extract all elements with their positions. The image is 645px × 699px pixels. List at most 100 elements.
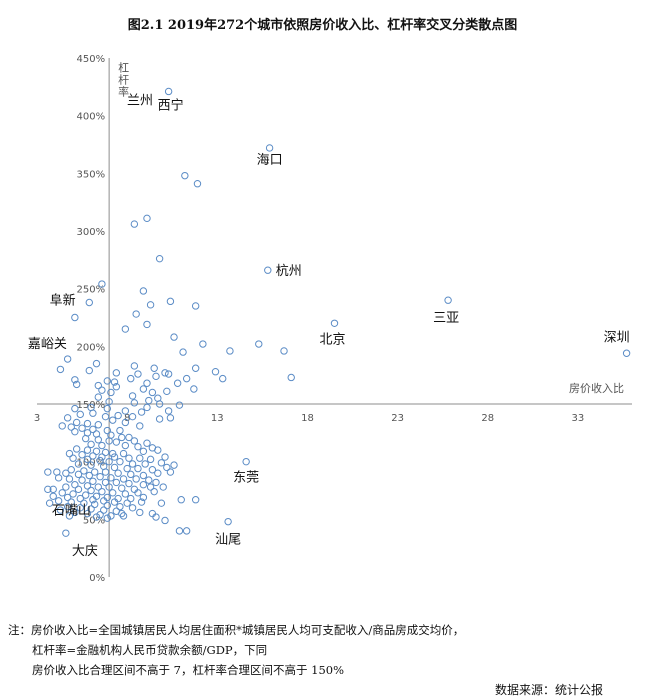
data-point [119, 449, 128, 458]
data-point [105, 397, 113, 406]
data-point [191, 364, 200, 372]
data-point [193, 180, 202, 188]
data-point [121, 490, 130, 498]
data-point [128, 504, 137, 512]
data-point [98, 453, 106, 461]
data-point [72, 418, 81, 427]
data-point [49, 485, 57, 494]
data-point [107, 474, 115, 482]
data-point [76, 410, 84, 419]
data-point [125, 479, 133, 488]
data-point [118, 484, 126, 492]
data-point [134, 442, 142, 451]
data-point [116, 502, 124, 511]
data-point [71, 427, 79, 436]
data-point [65, 449, 74, 458]
y-tick-label: 350% [77, 169, 106, 180]
data-point [134, 489, 142, 497]
data-point [211, 368, 220, 376]
data-point [71, 376, 79, 384]
data-point [148, 509, 157, 518]
data-point [170, 461, 178, 469]
data-source: 数据来源：统计公报 [494, 683, 603, 697]
data-point [166, 468, 175, 476]
x-tick-label: 33 [572, 413, 585, 424]
data-point [143, 214, 151, 223]
data-point [63, 414, 72, 422]
data-point [109, 449, 117, 458]
city-label: 东莞 [233, 471, 259, 486]
y-tick-label: 200% [77, 342, 106, 353]
data-point [103, 404, 112, 413]
data-point [62, 469, 70, 477]
data-point [92, 447, 101, 455]
data-point [170, 333, 178, 341]
data-point [105, 437, 113, 445]
data-point [89, 425, 97, 434]
data-point [101, 448, 110, 457]
data-point [137, 498, 146, 506]
data-point [83, 455, 92, 464]
data-point [199, 340, 207, 348]
data-point [143, 379, 151, 387]
y-tick-label: 0% [89, 573, 105, 584]
city-label: 石嘴山 [52, 503, 91, 518]
data-point [157, 459, 166, 467]
data-point [152, 513, 160, 521]
data-point [130, 399, 139, 407]
data-point [119, 512, 128, 520]
data-point [143, 403, 151, 412]
city-label: 阜新 [50, 293, 76, 309]
data-point [145, 396, 153, 405]
data-point [65, 475, 74, 483]
data-point [101, 468, 110, 476]
data-point [154, 469, 162, 477]
data-point [164, 370, 173, 378]
data-point [90, 468, 99, 476]
data-point [159, 483, 167, 491]
city-label: 大庆 [72, 544, 98, 559]
data-point [83, 482, 92, 490]
data-point [76, 504, 84, 512]
data-point [112, 383, 121, 391]
data-point [74, 485, 83, 494]
data-point [103, 501, 112, 510]
data-point [78, 451, 86, 459]
data-point [191, 496, 200, 504]
data-point [226, 347, 234, 355]
chart-notes: 注：房价收入比=全国城镇居民人均居住面积*城镇居民人均可支配收入/商品房成交均价… [8, 620, 464, 680]
data-point [255, 340, 263, 348]
data-point [85, 471, 93, 480]
data-point [74, 460, 83, 468]
data-point [100, 506, 108, 514]
data-point [123, 499, 131, 507]
data-point [166, 414, 175, 422]
data-point [116, 426, 124, 435]
data-point [125, 433, 133, 442]
data-point [89, 452, 97, 460]
data-point [96, 456, 104, 465]
city-label: 西宁 [158, 98, 184, 114]
data-point [90, 500, 99, 509]
x-tick-label: 3 [34, 413, 40, 424]
data-point [56, 506, 65, 514]
data-point [94, 436, 103, 444]
y-tick-label: 250% [77, 285, 106, 296]
data-point [148, 388, 157, 397]
data-point [125, 454, 133, 462]
y-tick-label: 100% [77, 458, 106, 469]
data-point [103, 377, 112, 385]
data-point [83, 446, 92, 454]
data-point [87, 461, 95, 469]
data-point [71, 481, 79, 489]
data-point [114, 469, 122, 477]
city-label: 汕尾 [215, 533, 241, 548]
x-tick-label: 8 [124, 413, 130, 424]
data-point [157, 499, 166, 507]
data-point [81, 491, 90, 499]
data-point [96, 511, 104, 519]
data-point [123, 464, 131, 473]
data-point [107, 512, 115, 520]
data-point [107, 388, 115, 397]
data-point [127, 494, 135, 503]
